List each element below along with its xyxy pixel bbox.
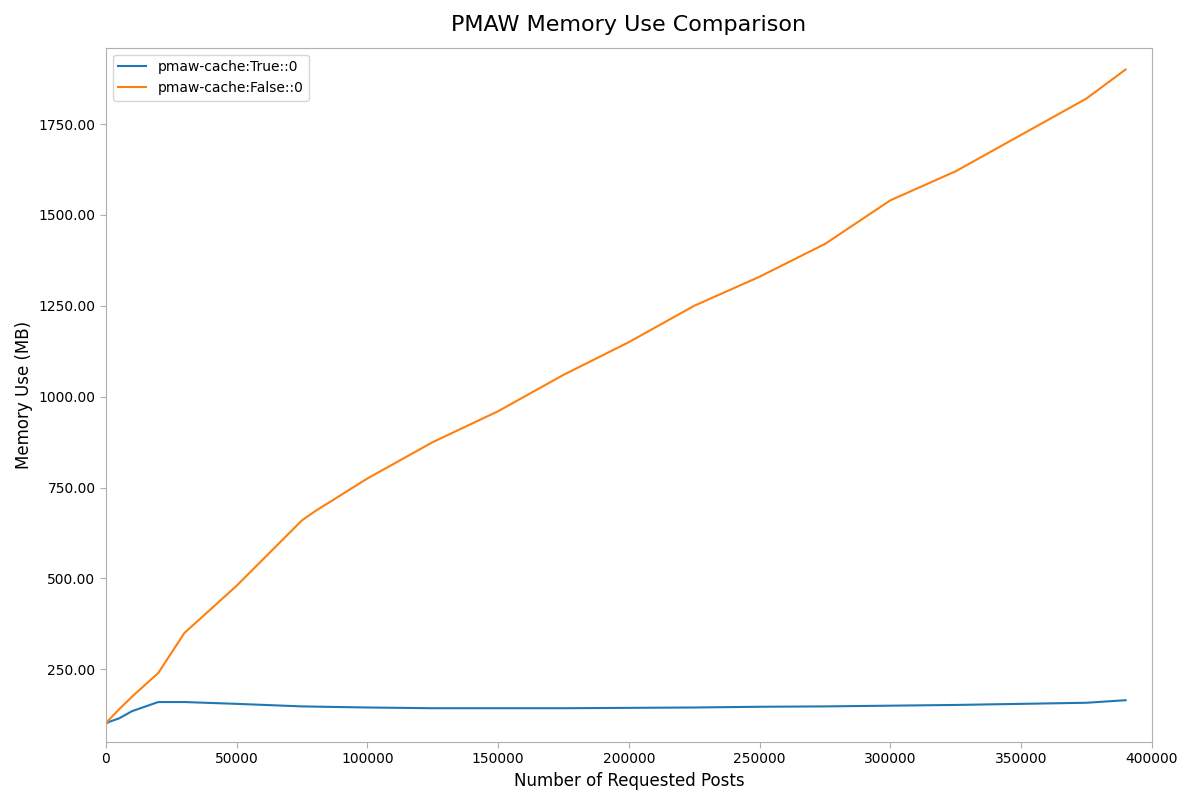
pmaw-cache:True::0 <box>152 697 166 707</box>
pmaw-cache:False::0 <box>1014 130 1028 140</box>
pmaw-cache:False::0 <box>1080 93 1094 103</box>
pmaw-cache:False::0 <box>295 515 309 525</box>
pmaw-cache:False::0 <box>99 719 113 729</box>
pmaw-cache:False::0 <box>101 716 116 725</box>
pmaw-cache:False::0 <box>1119 64 1133 74</box>
pmaw-cache:False::0 <box>112 704 126 714</box>
pmaw-cache:True::0 <box>426 704 440 713</box>
Title: PMAW Memory Use Comparison: PMAW Memory Use Comparison <box>451 15 806 35</box>
pmaw-cache:True::0 <box>112 713 126 723</box>
pmaw-cache:True::0 <box>360 703 375 712</box>
Y-axis label: Memory Use (MB): Memory Use (MB) <box>16 320 33 469</box>
pmaw-cache:True::0 <box>948 700 963 710</box>
pmaw-cache:True::0 <box>101 717 116 727</box>
pmaw-cache:False::0 <box>308 506 322 516</box>
pmaw-cache:False::0 <box>687 301 701 311</box>
pmaw-cache:True::0 <box>492 704 506 713</box>
pmaw-cache:False::0 <box>753 272 767 282</box>
pmaw-cache:False::0 <box>152 668 166 678</box>
pmaw-cache:True::0 <box>99 719 113 729</box>
pmaw-cache:True::0 <box>1080 698 1094 708</box>
pmaw-cache:True::0 <box>1014 699 1028 708</box>
pmaw-cache:True::0 <box>295 702 309 712</box>
Line: pmaw-cache:True::0: pmaw-cache:True::0 <box>106 700 1126 724</box>
pmaw-cache:False::0 <box>125 691 140 701</box>
pmaw-cache:False::0 <box>360 473 375 483</box>
pmaw-cache:False::0 <box>883 196 897 205</box>
X-axis label: Number of Requested Posts: Number of Requested Posts <box>513 772 744 790</box>
pmaw-cache:False::0 <box>492 407 506 416</box>
pmaw-cache:True::0 <box>178 697 192 707</box>
pmaw-cache:False::0 <box>556 370 570 380</box>
pmaw-cache:True::0 <box>622 703 636 712</box>
pmaw-cache:False::0 <box>817 239 832 249</box>
pmaw-cache:True::0 <box>229 699 243 708</box>
pmaw-cache:False::0 <box>426 437 440 447</box>
Line: pmaw-cache:False::0: pmaw-cache:False::0 <box>106 69 1126 724</box>
pmaw-cache:True::0 <box>125 706 140 716</box>
pmaw-cache:True::0 <box>753 702 767 712</box>
pmaw-cache:False::0 <box>178 628 192 638</box>
Legend: pmaw-cache:True::0, pmaw-cache:False::0: pmaw-cache:True::0, pmaw-cache:False::0 <box>113 55 309 101</box>
pmaw-cache:True::0 <box>556 704 570 713</box>
pmaw-cache:False::0 <box>229 581 243 591</box>
pmaw-cache:True::0 <box>687 703 701 712</box>
pmaw-cache:False::0 <box>622 337 636 347</box>
pmaw-cache:False::0 <box>948 167 963 176</box>
pmaw-cache:True::0 <box>1119 696 1133 705</box>
pmaw-cache:True::0 <box>817 702 832 712</box>
pmaw-cache:True::0 <box>883 701 897 711</box>
